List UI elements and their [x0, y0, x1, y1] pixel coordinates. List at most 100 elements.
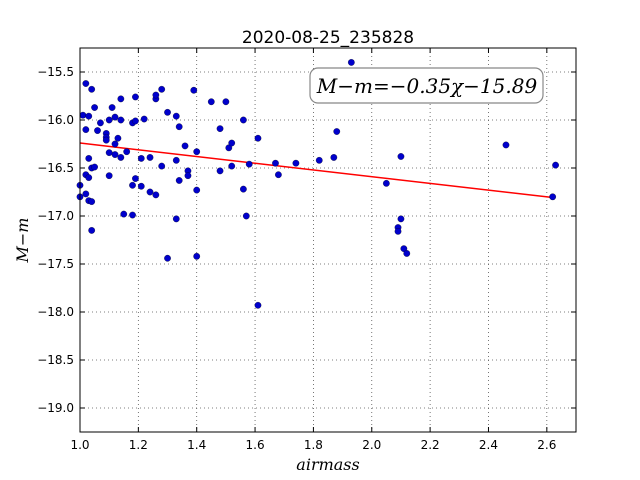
x-axis-label: airmass: [296, 455, 359, 474]
data-point: [82, 190, 90, 198]
data-point: [152, 191, 160, 199]
x-tick-label: 1.0: [70, 438, 89, 452]
data-point: [172, 156, 180, 164]
data-point: [242, 212, 250, 220]
data-point: [228, 139, 236, 147]
data-point: [146, 188, 154, 196]
data-point: [85, 112, 93, 120]
data-point: [275, 171, 282, 179]
x-tick-label: 2.2: [421, 438, 440, 452]
data-point: [216, 125, 224, 132]
data-point: [347, 59, 355, 66]
y-tick-label: −19.0: [37, 401, 74, 415]
data-point: [175, 177, 183, 184]
data-point: [129, 211, 136, 219]
fit-line-group: [79, 142, 553, 199]
data-point: [254, 301, 262, 309]
data-point: [97, 119, 104, 127]
y-axis-label: M−m: [13, 218, 32, 264]
y-tick-label: −18.0: [37, 305, 74, 319]
x-tick-label: 2.0: [362, 438, 381, 452]
plot-frame: [79, 47, 577, 433]
data-point: [172, 215, 180, 223]
data-point: [129, 181, 136, 189]
x-tick-label: 1.2: [129, 438, 148, 452]
chart-title: 2020-08-25_235828: [242, 28, 414, 48]
data-point: [117, 116, 125, 124]
data-point: [91, 104, 98, 111]
data-point: [85, 155, 93, 162]
y-tick-label: −16.0: [37, 113, 74, 127]
x-tick-label: 2.6: [537, 438, 556, 452]
y-tick-label: −16.5: [37, 161, 74, 175]
data-point: [82, 80, 90, 87]
data-point: [315, 156, 323, 164]
data-point: [111, 113, 119, 121]
data-point: [88, 198, 96, 205]
data-point: [91, 163, 98, 171]
data-point: [108, 104, 116, 111]
data-point: [82, 126, 90, 133]
data-point: [79, 111, 87, 119]
data-point: [397, 215, 405, 223]
x-tick-label: 1.8: [304, 438, 323, 452]
data-point: [207, 98, 215, 106]
data-point: [120, 210, 128, 218]
data-point: [397, 153, 405, 160]
data-point: [164, 254, 171, 262]
data-point: [102, 136, 110, 144]
data-point: [111, 151, 119, 158]
data-point: [85, 174, 93, 181]
data-point: [184, 172, 192, 180]
y-tick-label: −17.5: [37, 257, 74, 271]
fit-annotation-text: M−m=−0.35χ−15.89: [316, 74, 538, 98]
data-point: [403, 250, 411, 257]
y-tick-label: −15.5: [37, 65, 74, 79]
fit-annotation-box: M−m=−0.35χ−15.89: [309, 67, 544, 104]
data-point: [240, 185, 247, 193]
data-point: [111, 140, 119, 148]
axis-ticks: 1.0 1.2 1.4 1.6 1.8 2.0 2.2 2.4 2.6 −15.5 −16.0 −16…: [37, 48, 576, 452]
data-point: [158, 162, 166, 170]
data-point: [228, 162, 236, 170]
data-point: [146, 154, 154, 161]
fit-line: [79, 142, 553, 199]
data-point: [383, 180, 390, 187]
data-point: [190, 86, 198, 94]
y-tick-label: −18.5: [37, 353, 74, 367]
data-point: [137, 155, 145, 162]
data-point: [330, 154, 338, 161]
data-point: [164, 108, 171, 116]
data-point: [105, 172, 113, 180]
data-point: [158, 85, 166, 93]
x-tick-label: 2.4: [479, 438, 498, 452]
data-point: [114, 134, 122, 142]
data-point: [94, 127, 101, 134]
y-tick-label: −17.0: [37, 209, 74, 223]
data-point: [502, 141, 510, 149]
data-point: [193, 252, 201, 260]
data-point: [222, 98, 230, 106]
data-point: [216, 167, 224, 175]
data-point: [193, 186, 201, 194]
x-tick-label: 1.4: [187, 438, 206, 452]
data-point: [132, 175, 139, 182]
data-point: [549, 193, 557, 201]
data-point: [240, 116, 247, 124]
data-point: [333, 128, 341, 135]
data-point: [245, 160, 253, 168]
data-point: [105, 116, 113, 124]
data-point: [88, 85, 96, 93]
data-point: [152, 91, 160, 99]
data-point: [254, 134, 262, 142]
plot-area: [80, 48, 576, 432]
data-point: [123, 148, 131, 156]
data-point: [272, 159, 279, 167]
data-point: [117, 154, 125, 161]
x-tick-label: 1.6: [246, 438, 265, 452]
data-point: [140, 115, 148, 123]
data-point: [137, 182, 145, 190]
data-point: [88, 227, 96, 234]
data-point: [181, 142, 189, 150]
